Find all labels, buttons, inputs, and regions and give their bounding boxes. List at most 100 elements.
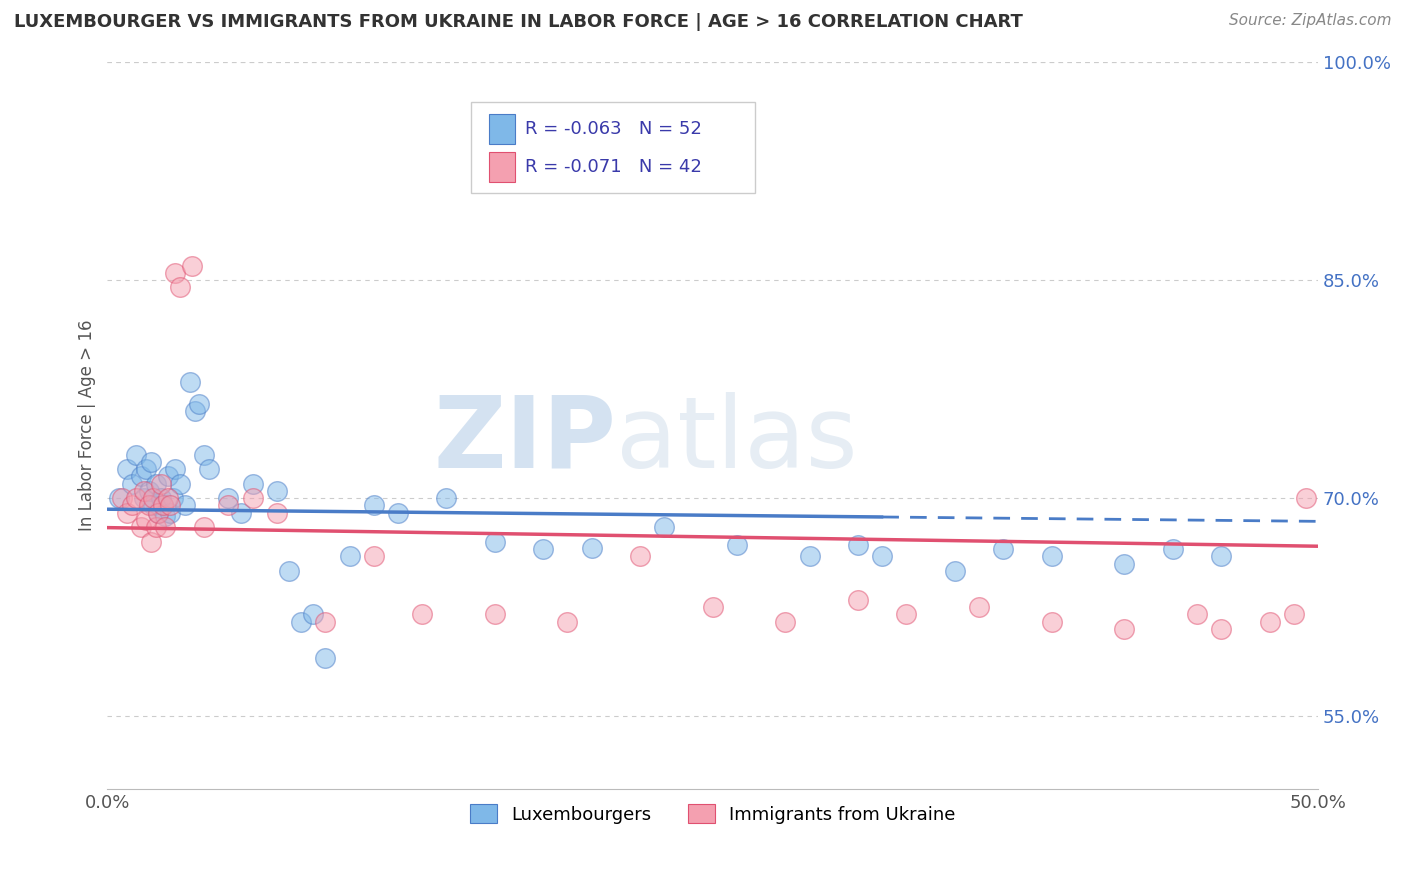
Point bbox=[159, 499, 181, 513]
Point bbox=[181, 259, 204, 273]
Point bbox=[484, 607, 506, 622]
Point bbox=[387, 506, 409, 520]
Point bbox=[179, 375, 201, 389]
Point bbox=[799, 549, 821, 564]
Point bbox=[115, 506, 138, 520]
Point bbox=[1161, 542, 1184, 557]
Point bbox=[148, 506, 170, 520]
Point bbox=[135, 513, 157, 527]
Point bbox=[339, 549, 361, 564]
Point bbox=[165, 266, 187, 280]
Point bbox=[156, 469, 179, 483]
Text: Source: ZipAtlas.com: Source: ZipAtlas.com bbox=[1229, 13, 1392, 29]
Point bbox=[132, 491, 155, 506]
Point bbox=[1114, 622, 1136, 636]
Point bbox=[1211, 549, 1233, 564]
Point bbox=[145, 520, 167, 534]
Point bbox=[302, 607, 325, 622]
Point bbox=[229, 506, 252, 520]
Point bbox=[159, 506, 181, 520]
Point bbox=[193, 520, 215, 534]
Point bbox=[152, 499, 174, 513]
Point bbox=[129, 520, 152, 534]
Point bbox=[125, 491, 148, 506]
Point bbox=[183, 404, 205, 418]
Point bbox=[557, 615, 579, 629]
Point bbox=[155, 520, 177, 534]
Point bbox=[266, 483, 288, 498]
Point bbox=[162, 491, 184, 506]
Point bbox=[846, 593, 869, 607]
Point bbox=[702, 600, 724, 615]
Point bbox=[278, 564, 301, 578]
Point bbox=[846, 538, 869, 552]
Point bbox=[193, 448, 215, 462]
Point bbox=[314, 651, 336, 665]
Point bbox=[434, 491, 457, 506]
Point bbox=[725, 538, 748, 552]
FancyBboxPatch shape bbox=[471, 102, 755, 193]
Point bbox=[188, 397, 211, 411]
Text: R = -0.063   N = 52: R = -0.063 N = 52 bbox=[524, 120, 702, 138]
Point bbox=[165, 462, 187, 476]
Point bbox=[967, 600, 990, 615]
Point bbox=[139, 534, 162, 549]
Y-axis label: In Labor Force | Age > 16: In Labor Force | Age > 16 bbox=[79, 319, 96, 532]
Point bbox=[363, 499, 385, 513]
Bar bbox=[489, 114, 516, 145]
Point bbox=[775, 615, 797, 629]
Text: LUXEMBOURGER VS IMMIGRANTS FROM UKRAINE IN LABOR FORCE | AGE > 16 CORRELATION CH: LUXEMBOURGER VS IMMIGRANTS FROM UKRAINE … bbox=[14, 13, 1024, 31]
Point bbox=[290, 615, 312, 629]
Point bbox=[138, 499, 160, 513]
Point bbox=[1211, 622, 1233, 636]
Point bbox=[1114, 557, 1136, 571]
Point bbox=[1040, 615, 1063, 629]
Point bbox=[411, 607, 433, 622]
Point bbox=[484, 534, 506, 549]
Point bbox=[145, 476, 167, 491]
Point bbox=[121, 499, 143, 513]
Point bbox=[242, 476, 264, 491]
Point bbox=[108, 491, 131, 506]
Bar bbox=[489, 152, 516, 182]
Point bbox=[155, 508, 177, 523]
Point bbox=[169, 280, 191, 294]
Point bbox=[242, 491, 264, 506]
Point bbox=[896, 607, 918, 622]
Point bbox=[129, 469, 152, 483]
Point bbox=[266, 506, 288, 520]
Point bbox=[943, 564, 966, 578]
Point bbox=[993, 542, 1015, 557]
Point bbox=[138, 483, 160, 498]
Point bbox=[1282, 607, 1305, 622]
Point bbox=[217, 499, 239, 513]
Point bbox=[125, 448, 148, 462]
Point bbox=[628, 549, 651, 564]
Text: atlas: atlas bbox=[616, 392, 858, 489]
Point bbox=[531, 542, 554, 557]
Point bbox=[152, 499, 174, 513]
Point bbox=[217, 491, 239, 506]
Point bbox=[132, 483, 155, 498]
Point bbox=[652, 520, 675, 534]
Point bbox=[142, 491, 165, 506]
Point bbox=[1185, 607, 1208, 622]
Point bbox=[149, 491, 172, 506]
Point bbox=[314, 615, 336, 629]
Text: R = -0.071   N = 42: R = -0.071 N = 42 bbox=[524, 158, 702, 176]
Point bbox=[173, 499, 195, 513]
Point bbox=[1295, 491, 1317, 506]
Point bbox=[111, 491, 134, 506]
Legend: Luxembourgers, Immigrants from Ukraine: Luxembourgers, Immigrants from Ukraine bbox=[463, 797, 963, 830]
Point bbox=[363, 549, 385, 564]
Point bbox=[872, 549, 894, 564]
Point bbox=[1258, 615, 1281, 629]
Point bbox=[198, 462, 221, 476]
Point bbox=[139, 455, 162, 469]
Point bbox=[581, 541, 603, 555]
Text: ZIP: ZIP bbox=[433, 392, 616, 489]
Point bbox=[1040, 549, 1063, 564]
Point bbox=[148, 506, 170, 520]
Point bbox=[156, 491, 179, 506]
Point bbox=[121, 476, 143, 491]
